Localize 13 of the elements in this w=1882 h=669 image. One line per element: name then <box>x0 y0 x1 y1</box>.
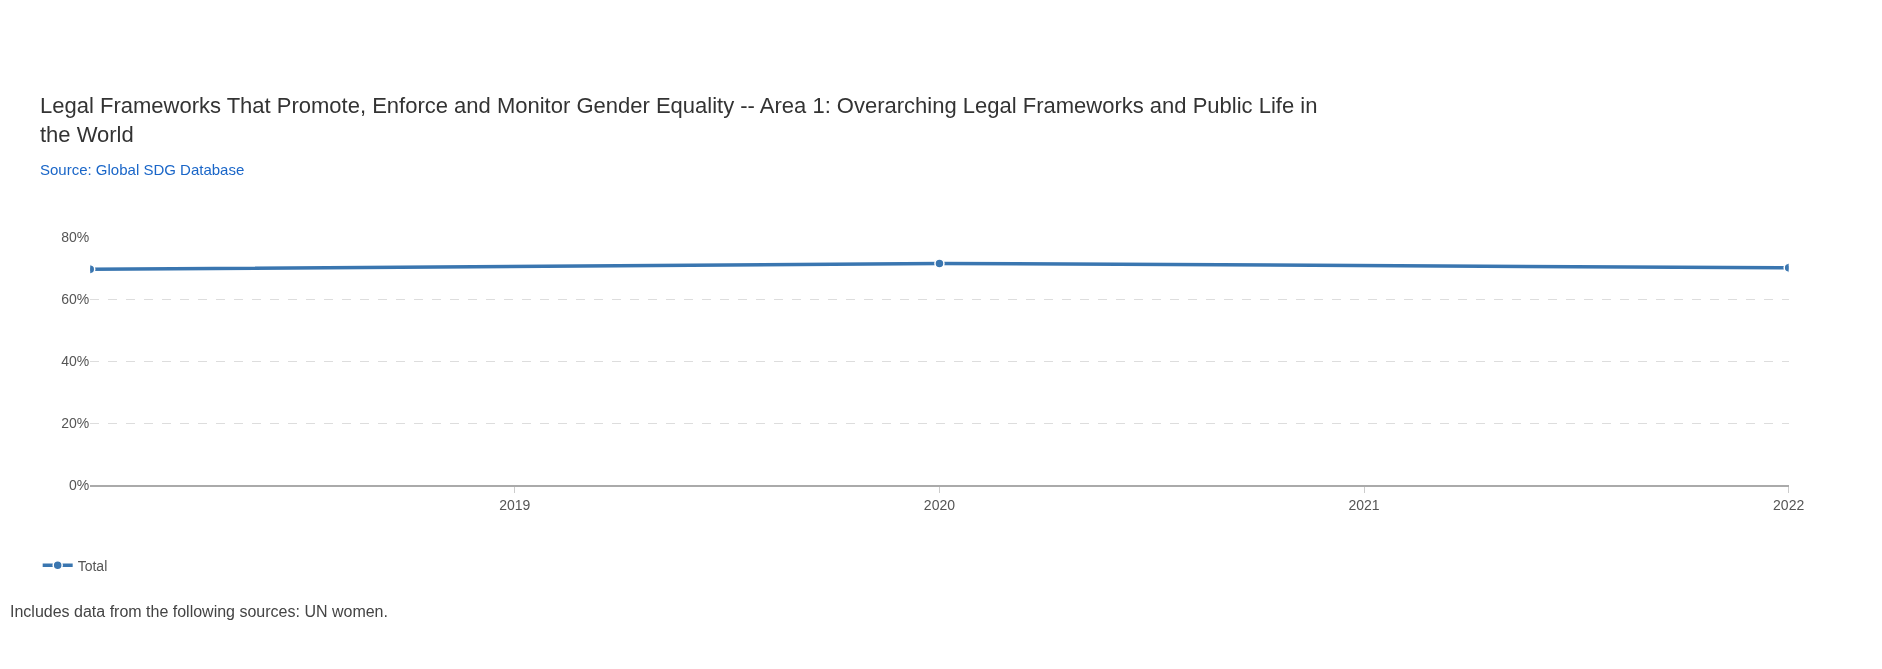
text: Includes data from the following sources: UN women. <box>10 603 388 620</box>
y-tick-label: 40% <box>61 353 90 370</box>
chart-subtitle: Source: Global SDG Database <box>40 161 245 178</box>
x-tick-label: 2020 <box>923 497 956 514</box>
legend-label: Total <box>77 557 108 574</box>
y-tick-label: 20% <box>61 415 90 432</box>
x-tick-label: 2019 <box>499 497 531 514</box>
x-tick-label: 2022 <box>1773 497 1805 514</box>
chart-title: Legal Frameworks That Promote, Enforce and Monitor Gender Equality -- Area 1: Overarching Legal Frameworks and Public Life in the World <box>40 93 1318 147</box>
y-tick-label: 0% <box>68 477 90 494</box>
y-tick-label: 80% <box>61 229 90 246</box>
y-tick-label: 60% <box>61 291 90 308</box>
x-tick-label: 2021 <box>1348 497 1380 514</box>
